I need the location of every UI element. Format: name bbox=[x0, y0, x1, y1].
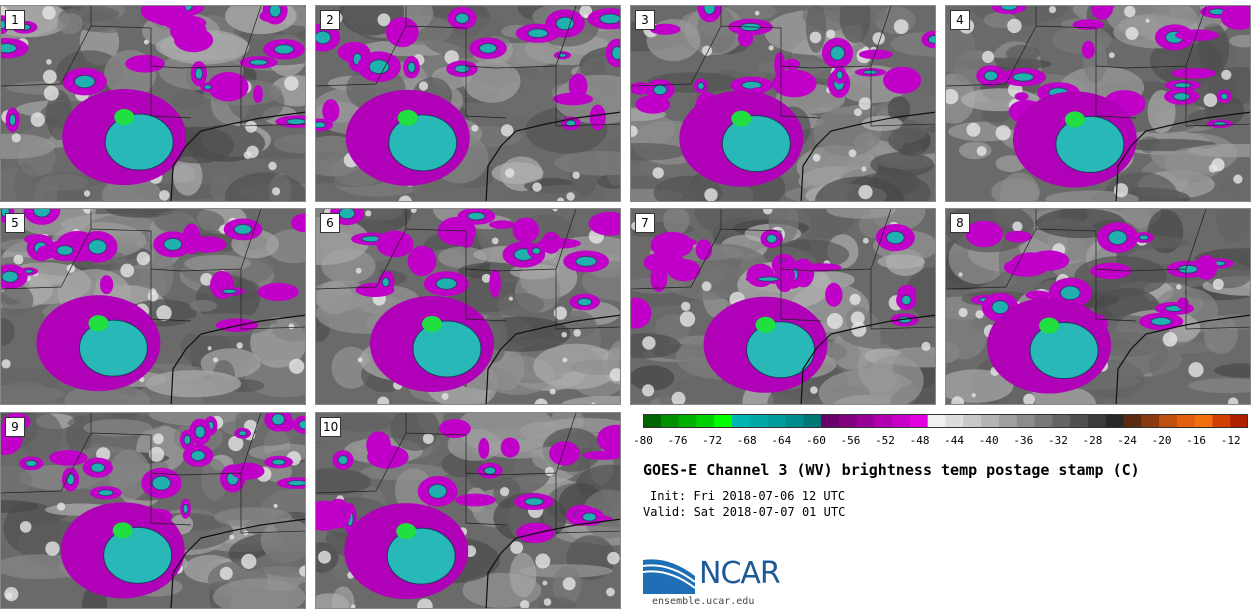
colorbar-swatch bbox=[803, 414, 822, 428]
ensemble-member-panel: 5 bbox=[0, 208, 306, 405]
colorbar-tick-label: -40 bbox=[978, 434, 999, 447]
colorbar-swatch bbox=[998, 414, 1018, 428]
colorbar-swatch bbox=[1105, 414, 1124, 428]
colorbar-swatch bbox=[1016, 414, 1035, 428]
wv-map bbox=[1, 413, 305, 608]
colorbar-swatch bbox=[1230, 414, 1249, 428]
colorbar-tick-label: -48 bbox=[909, 434, 930, 447]
colorbar-swatch bbox=[909, 414, 929, 428]
colorbar-swatch bbox=[1052, 414, 1071, 428]
colorbar-swatches bbox=[643, 414, 1249, 428]
colorbar-tick-label: -16 bbox=[1186, 434, 1207, 447]
colorbar-tick-label: -64 bbox=[771, 434, 792, 447]
colorbar-swatch bbox=[1123, 414, 1142, 428]
colorbar-swatch bbox=[1212, 414, 1231, 428]
panel-number: 7 bbox=[635, 213, 655, 233]
wv-map bbox=[316, 413, 620, 608]
colorbar-tick-label: -36 bbox=[1013, 434, 1034, 447]
colorbar-tick-label: -20 bbox=[1151, 434, 1172, 447]
ensemble-member-panel: 7 bbox=[630, 208, 936, 405]
wv-map bbox=[316, 6, 620, 201]
wv-map bbox=[1, 6, 305, 201]
site-url: ensemble.ucar.edu bbox=[652, 596, 755, 607]
colorbar-ticks: -80 -76 -72 -68 -64 -60 -56 -52 -48 -44 -40 -36 -32 -… bbox=[633, 434, 1248, 448]
ensemble-member-panel: 6 bbox=[315, 208, 621, 405]
colorbar-swatch bbox=[643, 414, 662, 428]
colorbar-tick-label: -72 bbox=[702, 434, 723, 447]
panel-number: 3 bbox=[635, 10, 655, 30]
colorbar-swatch bbox=[767, 414, 786, 428]
colorbar-swatch bbox=[1194, 414, 1213, 428]
colorbar-swatch bbox=[696, 414, 715, 428]
ensemble-member-panel: 2 bbox=[315, 5, 621, 202]
colorbar-swatch bbox=[660, 414, 680, 428]
figure-title: GOES-E Channel 3 (WV) brightness temp po… bbox=[643, 461, 1140, 479]
colorbar-swatch bbox=[874, 414, 893, 428]
colorbar-swatch bbox=[963, 414, 982, 428]
init-time: Init: Fri 2018-07-06 12 UTC bbox=[650, 489, 846, 503]
colorbar-tick-label: -80 bbox=[633, 434, 653, 447]
colorbar-swatch bbox=[856, 414, 875, 428]
colorbar-swatch bbox=[1141, 414, 1160, 428]
ensemble-member-panel: 8 bbox=[945, 208, 1251, 405]
colorbar-swatch bbox=[820, 414, 840, 428]
valid-time: Valid: Sat 2018-07-07 01 UTC bbox=[643, 505, 846, 519]
colorbar-tick-label: -12 bbox=[1220, 434, 1241, 447]
colorbar-swatch bbox=[1159, 414, 1178, 428]
panel-number: 1 bbox=[5, 10, 25, 30]
colorbar-swatch bbox=[1176, 414, 1196, 428]
panel-number: 4 bbox=[950, 10, 970, 30]
colorbar-swatch bbox=[1087, 414, 1107, 428]
colorbar-swatch bbox=[892, 414, 911, 428]
panel-number: 5 bbox=[5, 213, 25, 233]
colorbar-swatch bbox=[1034, 414, 1053, 428]
wv-map bbox=[631, 6, 935, 201]
colorbar-tick-label: -44 bbox=[944, 434, 965, 447]
wv-map bbox=[946, 209, 1250, 404]
colorbar-tick-label: -68 bbox=[736, 434, 757, 447]
panel-number: 8 bbox=[950, 213, 970, 233]
colorbar-tick-label: -32 bbox=[1047, 434, 1068, 447]
panel-number: 9 bbox=[5, 417, 25, 437]
colorbar-swatch bbox=[731, 414, 751, 428]
ncar-swoosh-icon bbox=[642, 559, 696, 594]
ensemble-member-panel: 10 bbox=[315, 412, 621, 609]
panel-number: 2 bbox=[320, 10, 340, 30]
colorbar-swatch bbox=[749, 414, 769, 428]
colorbar-swatch bbox=[927, 414, 946, 428]
logo-text: NCAR bbox=[699, 556, 781, 591]
colorbar-tick-label: -76 bbox=[667, 434, 688, 447]
colorbar: -80 -76 -72 -68 -64 -60 -56 -52 -48 -44 -40 -36 -32 -… bbox=[633, 414, 1249, 448]
wv-map bbox=[1, 209, 305, 404]
colorbar-swatch bbox=[981, 414, 1000, 428]
colorbar-swatch bbox=[678, 414, 697, 428]
colorbar-tick-label: -56 bbox=[840, 434, 861, 447]
colorbar-tick-label: -52 bbox=[875, 434, 895, 447]
panel-number: 10 bbox=[320, 417, 342, 437]
colorbar-tick-label: -60 bbox=[805, 434, 826, 447]
ensemble-member-panel: 3 bbox=[630, 5, 936, 202]
colorbar-swatch bbox=[945, 414, 964, 428]
ensemble-member-panel: 9 bbox=[0, 412, 306, 609]
colorbar-swatch bbox=[838, 414, 858, 428]
colorbar-swatch bbox=[1070, 414, 1089, 428]
colorbar-tick-label: -24 bbox=[1117, 434, 1137, 447]
ensemble-member-panel: 4 bbox=[945, 5, 1251, 202]
wv-map bbox=[631, 209, 935, 404]
wv-map bbox=[946, 6, 1250, 201]
panel-number: 6 bbox=[320, 213, 340, 233]
colorbar-tick-label: -28 bbox=[1082, 434, 1103, 447]
ncar-logo: NCAR bbox=[642, 552, 803, 602]
ensemble-member-panel: 1 bbox=[0, 5, 306, 202]
wv-map bbox=[316, 209, 620, 404]
colorbar-swatch bbox=[714, 414, 733, 428]
colorbar-swatch bbox=[785, 414, 804, 428]
